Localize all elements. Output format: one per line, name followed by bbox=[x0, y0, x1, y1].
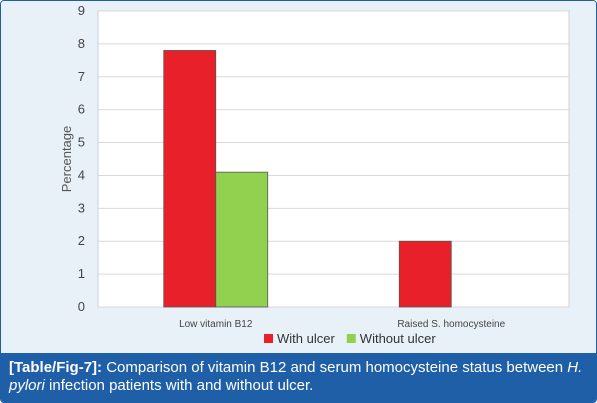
caption-text-part2: infection patients with and without ulce… bbox=[44, 377, 314, 394]
bar bbox=[215, 171, 269, 308]
y-tick-label: 8 bbox=[78, 36, 85, 51]
legend-label: With ulcer bbox=[277, 331, 335, 346]
y-tick-label: 7 bbox=[78, 69, 85, 84]
legend-label: Without ulcer bbox=[360, 331, 437, 346]
y-tick-label: 6 bbox=[78, 102, 85, 117]
y-tick-label: 2 bbox=[78, 233, 85, 248]
x-tick-label: Low vitamin B12 bbox=[179, 319, 253, 330]
figure-caption: [Table/Fig-7]: Comparison of vitamin B12… bbox=[1, 353, 596, 402]
x-tick-label: Raised S. homocysteine bbox=[397, 319, 505, 330]
caption-text-italic: H. pylori bbox=[9, 359, 583, 394]
legend-swatch bbox=[346, 334, 356, 343]
caption-text-part1: Comparison of vitamin B12 and serum homo… bbox=[102, 359, 568, 376]
y-tick-label: 0 bbox=[78, 299, 85, 314]
y-tick-label: 4 bbox=[78, 167, 85, 182]
bar bbox=[163, 50, 217, 308]
y-tick-label: 3 bbox=[78, 200, 85, 215]
y-axis-label: Percentage bbox=[59, 126, 74, 193]
y-tick-label: 9 bbox=[78, 3, 85, 18]
y-tick-label: 1 bbox=[78, 266, 85, 281]
bar bbox=[398, 240, 452, 308]
caption-tag: [Table/Fig-7]: bbox=[9, 359, 103, 376]
legend-swatch bbox=[264, 334, 273, 343]
bar-chart: 0 1 2 3 4 5 6 7 8 9 Low vitamin B12 Raised S. homoc… bbox=[59, 3, 570, 346]
y-tick-label: 5 bbox=[78, 135, 85, 150]
